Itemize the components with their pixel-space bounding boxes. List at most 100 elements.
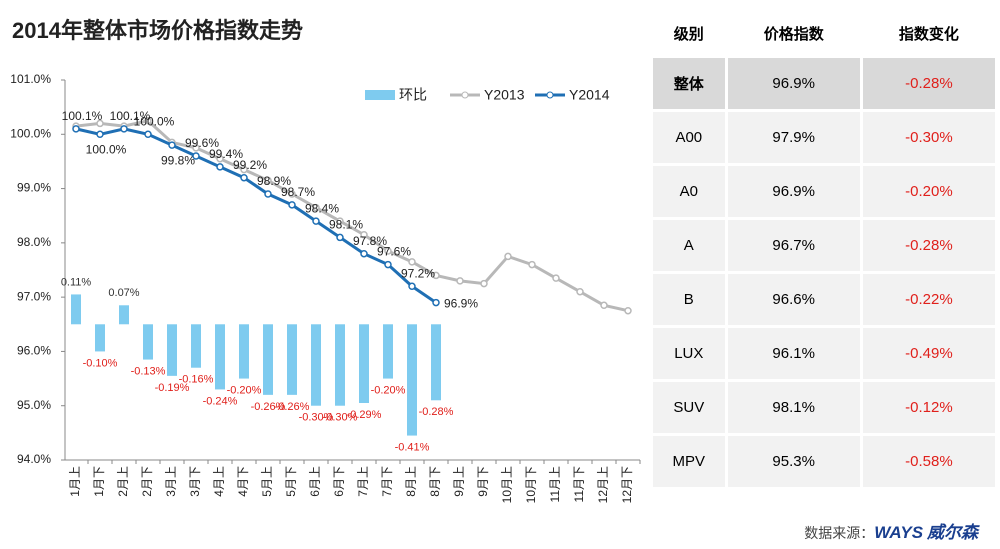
point bbox=[96, 130, 104, 139]
bar-label: 0.07% bbox=[108, 287, 139, 299]
cell: -0.28% bbox=[862, 220, 995, 271]
line bbox=[75, 127, 437, 304]
point bbox=[120, 125, 128, 133]
cell: 96.9% bbox=[727, 166, 860, 217]
chart: 2014年整体市场价格指数走势 94.0% 95.0% 96.0% 97.0% 98.0… bbox=[10, 18, 641, 503]
x-tick-label: 5月上 bbox=[260, 466, 274, 497]
bar bbox=[287, 324, 297, 395]
point-label: 100.1% bbox=[62, 109, 103, 123]
point bbox=[408, 282, 416, 291]
y-tick-label: 98.0% bbox=[17, 235, 51, 249]
point-label: 99.8% bbox=[161, 153, 195, 167]
bar-label: -0.28% bbox=[419, 406, 454, 418]
bar bbox=[359, 324, 369, 403]
cell: 96.1% bbox=[727, 328, 860, 379]
cell: -0.20% bbox=[862, 166, 995, 217]
point-label: 98.9% bbox=[257, 174, 291, 188]
bar bbox=[239, 324, 249, 379]
point bbox=[240, 173, 248, 182]
table-header: 级别 价格指数 指数变化 bbox=[653, 11, 995, 55]
point-label: 96.9% bbox=[444, 297, 478, 311]
point bbox=[336, 233, 344, 242]
header-cell: 指数变化 bbox=[862, 11, 995, 55]
point bbox=[144, 130, 152, 139]
chart-title: 2014年整体市场价格指数走势 bbox=[12, 18, 303, 43]
point bbox=[552, 274, 560, 282]
x-tick-label: 2月下 bbox=[140, 466, 154, 497]
point-label: 97.2% bbox=[401, 266, 435, 280]
point bbox=[72, 125, 80, 133]
bar bbox=[95, 324, 105, 352]
x-tick-label: 12月下 bbox=[620, 466, 634, 503]
x-tick-label: 6月上 bbox=[308, 466, 322, 497]
bar bbox=[143, 324, 153, 360]
bar-label: -0.30% bbox=[323, 412, 358, 424]
x-tick-label: 12月上 bbox=[596, 466, 610, 503]
point bbox=[240, 165, 248, 174]
point bbox=[288, 201, 296, 209]
bar-label: -0.10% bbox=[83, 357, 118, 369]
x-tick-label: 11月上 bbox=[548, 466, 562, 502]
point bbox=[216, 163, 224, 171]
cell: 98.1% bbox=[727, 382, 860, 433]
bar-label: -0.30% bbox=[299, 412, 334, 424]
line bbox=[75, 119, 629, 313]
bar bbox=[119, 305, 129, 325]
cell: A bbox=[653, 220, 725, 271]
table-row: SUV 98.1% -0.12% bbox=[653, 382, 995, 433]
bar-label: -0.41% bbox=[395, 441, 430, 453]
cell: MPV bbox=[653, 436, 725, 487]
x-tick-label: 1月下 bbox=[92, 466, 106, 497]
cell: 96.6% bbox=[727, 274, 860, 325]
x-tick-label: 3月上 bbox=[164, 466, 178, 497]
table-row: MPV 95.3% -0.58% bbox=[653, 436, 995, 487]
bar-label: -0.13% bbox=[131, 365, 166, 377]
point-label: 99.2% bbox=[233, 158, 267, 172]
point bbox=[384, 260, 392, 269]
bar bbox=[71, 294, 81, 325]
legend-dot bbox=[461, 91, 469, 99]
x-tick-label: 7月下 bbox=[380, 466, 394, 497]
legend-label: 环比 bbox=[399, 87, 427, 103]
cell: SUV bbox=[653, 382, 725, 433]
point bbox=[480, 279, 488, 288]
point bbox=[360, 249, 368, 258]
bar bbox=[167, 324, 177, 376]
point bbox=[600, 301, 608, 310]
point bbox=[168, 141, 176, 149]
x-tick-label: 4月下 bbox=[236, 466, 250, 497]
source-label: 数据来源： bbox=[804, 525, 875, 541]
bar-label: 0.11% bbox=[61, 276, 92, 288]
point-label: 100.1% bbox=[110, 109, 151, 123]
point bbox=[432, 298, 440, 307]
x-tick-label: 2月上 bbox=[116, 466, 130, 497]
cell: A00 bbox=[653, 112, 725, 163]
bar bbox=[215, 324, 225, 390]
bar-label: -0.26% bbox=[251, 401, 286, 413]
table: 级别 价格指数 指数变化 整体 96.9% -0.28% A00 97.9% -0.30% A0 9… bbox=[650, 8, 998, 490]
bar-label: -0.19% bbox=[155, 382, 190, 394]
y-tick-label: 96.0% bbox=[17, 344, 51, 358]
source: 数据来源：WAYS 威尔森 bbox=[804, 518, 978, 543]
point bbox=[408, 258, 416, 266]
header-cell: 级别 bbox=[653, 11, 725, 55]
point bbox=[576, 287, 584, 296]
cell: A0 bbox=[653, 166, 725, 217]
point bbox=[624, 306, 632, 315]
cell: -0.22% bbox=[862, 274, 995, 325]
point-label: 99.6% bbox=[185, 136, 219, 150]
bar bbox=[407, 324, 417, 436]
point bbox=[456, 277, 464, 285]
point-label: 100.0% bbox=[86, 142, 127, 156]
bar bbox=[191, 324, 201, 368]
table-body: 整体 96.9% -0.28% A00 97.9% -0.30% A0 96.9% -0.20%… bbox=[653, 58, 995, 487]
cell: LUX bbox=[653, 328, 725, 379]
x-tick-label: 8月下 bbox=[428, 466, 442, 497]
table-row: B 96.6% -0.22% bbox=[653, 274, 995, 325]
x-tick-label: 4月上 bbox=[212, 466, 226, 497]
point bbox=[264, 190, 272, 198]
cell: 整体 bbox=[653, 58, 725, 109]
point bbox=[384, 247, 392, 255]
y-tick-label: 97.0% bbox=[17, 289, 51, 303]
